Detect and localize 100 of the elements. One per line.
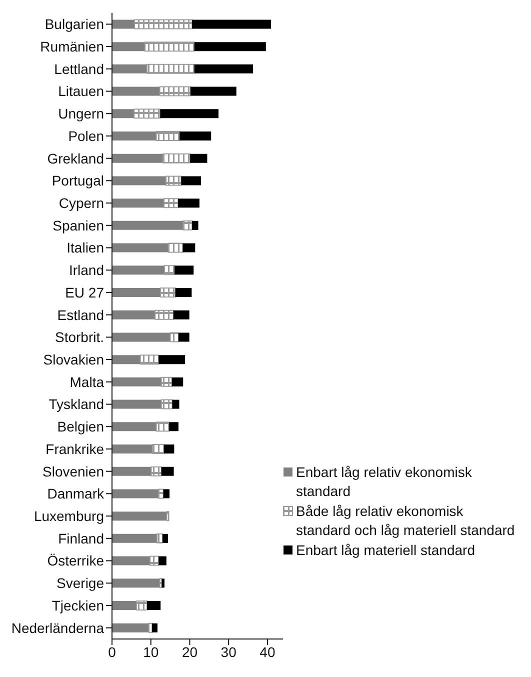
y-tick-label: Italien xyxy=(66,240,104,256)
bar xyxy=(112,355,140,364)
bar xyxy=(152,444,165,454)
y-tick-label: Rumänien xyxy=(40,38,104,55)
y-tick-label: Litauen xyxy=(58,83,104,100)
x-tick-label: 30 xyxy=(220,644,237,660)
bar xyxy=(178,198,200,208)
y-tick-label: Malta xyxy=(70,374,104,390)
x-tick-label: 10 xyxy=(143,644,159,660)
y-tick-label: Grekland xyxy=(47,150,104,166)
legend-label: Enbart låg relativ ekonomisk standard xyxy=(296,463,473,501)
y-tick-label: Cypern xyxy=(58,195,104,212)
x-tick-label: 0 xyxy=(108,644,116,660)
y-tick-label: Luxemburg xyxy=(34,508,104,524)
bar xyxy=(112,64,147,74)
bar xyxy=(156,422,170,432)
bar xyxy=(112,220,184,230)
bar xyxy=(112,444,152,454)
y-tick-label: Portugal xyxy=(52,172,104,189)
y-tick-label: Sverige xyxy=(56,575,104,592)
bar xyxy=(144,42,195,52)
bar xyxy=(134,108,161,119)
bar xyxy=(161,466,174,476)
y-tick-label: Ungern xyxy=(58,106,104,122)
bar xyxy=(166,176,182,186)
bar xyxy=(134,19,193,30)
bar xyxy=(158,556,166,566)
bar xyxy=(112,489,159,498)
y-tick-label: Frankrike xyxy=(46,440,104,457)
y-tick-label: Slovakien xyxy=(43,352,104,368)
bar xyxy=(158,488,164,499)
y-tick-label: Slovenien xyxy=(42,463,104,480)
y-tick-label: Estland xyxy=(57,306,104,323)
bar xyxy=(168,242,184,253)
bar xyxy=(146,64,195,74)
bar xyxy=(172,377,184,386)
bar xyxy=(150,466,162,476)
bar xyxy=(160,287,176,298)
bar xyxy=(112,266,164,275)
y-tick-label: Danmark xyxy=(47,486,105,502)
bar xyxy=(162,534,168,543)
bar xyxy=(112,466,152,476)
bar xyxy=(173,310,190,320)
y-tick-label: EU 27 xyxy=(65,284,104,300)
bar xyxy=(163,489,170,498)
bar xyxy=(154,310,174,320)
bar xyxy=(112,556,150,566)
x-tick-label: 20 xyxy=(182,644,198,660)
bar xyxy=(180,131,212,140)
bar xyxy=(178,332,190,342)
bar xyxy=(112,20,135,29)
y-tick-label: Österrike xyxy=(47,552,104,569)
bar xyxy=(152,623,158,632)
bar xyxy=(112,131,156,140)
bar xyxy=(112,288,161,297)
bar xyxy=(190,86,236,96)
bar xyxy=(182,243,196,252)
bar xyxy=(162,578,164,588)
bar xyxy=(156,533,164,544)
x-tick-label: 40 xyxy=(260,644,276,660)
bar xyxy=(170,332,179,342)
y-tick-label: Spanien xyxy=(52,217,104,234)
bar xyxy=(159,86,192,96)
bar xyxy=(164,198,179,208)
bar xyxy=(112,154,163,163)
bar xyxy=(160,376,172,387)
bar xyxy=(112,400,162,409)
bar xyxy=(194,64,254,74)
bar xyxy=(181,176,201,186)
bar xyxy=(192,220,198,230)
bar xyxy=(112,578,160,588)
y-tick-label: Nederländerna xyxy=(11,620,104,636)
y-tick-label: Lettland xyxy=(54,60,104,77)
bar xyxy=(112,176,166,186)
bar xyxy=(112,109,134,118)
bar xyxy=(164,265,176,276)
bar xyxy=(112,198,164,208)
y-tick-label: Polen xyxy=(68,128,104,144)
bar xyxy=(112,42,146,52)
bar xyxy=(158,355,186,364)
legend-label: Både låg relativ ekonomisk standard och låg materiell standard xyxy=(296,502,516,540)
bar xyxy=(160,399,173,410)
y-tick-label: Tjeckien xyxy=(52,597,104,614)
bar xyxy=(112,534,158,543)
bar xyxy=(112,243,168,252)
bar xyxy=(112,310,156,320)
bar xyxy=(169,422,178,432)
bar xyxy=(190,154,208,163)
legend-label: Enbart låg materiell standard xyxy=(296,541,475,560)
y-tick-label: Tyskland xyxy=(48,396,104,412)
bar xyxy=(162,153,191,164)
bar xyxy=(182,220,193,230)
bar xyxy=(112,86,160,96)
bar xyxy=(112,377,162,386)
bar xyxy=(160,109,218,118)
bar xyxy=(112,600,136,610)
bar xyxy=(112,512,167,521)
bar xyxy=(174,266,194,275)
bar xyxy=(194,42,266,52)
bar xyxy=(156,130,180,141)
